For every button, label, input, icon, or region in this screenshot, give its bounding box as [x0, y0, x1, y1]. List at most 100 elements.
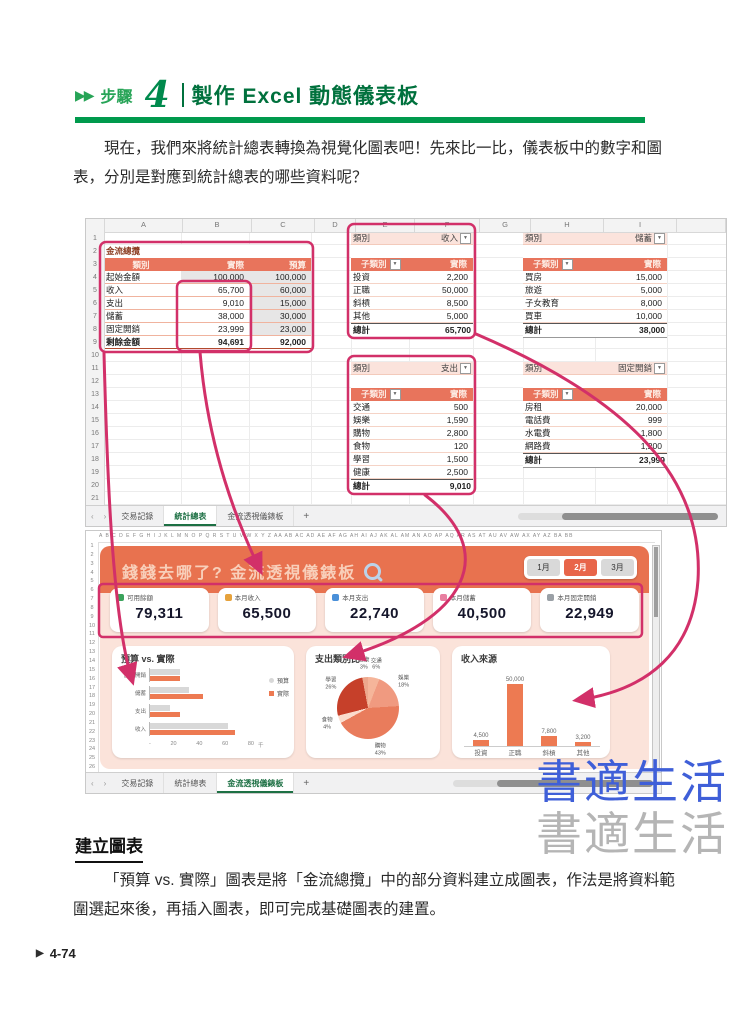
column-header[interactable]: I: [604, 219, 677, 232]
chart-title: 收入來源: [461, 654, 498, 664]
table-row: 水電費 1,800: [523, 426, 667, 440]
filter-icon[interactable]: ▼: [460, 232, 471, 244]
column-header[interactable]: D: [315, 219, 356, 232]
moneybag-icon: [224, 593, 232, 601]
sheet-tab-transactions[interactable]: 交易記錄: [111, 506, 165, 526]
table-cell: 儲蓄: [104, 309, 181, 323]
filter-icon[interactable]: ▼: [654, 232, 665, 244]
column-header[interactable]: H: [531, 219, 604, 232]
bar: [150, 687, 189, 693]
actual-header: 實際: [643, 389, 661, 399]
sheet-tab-summary[interactable]: 統計總表: [164, 506, 218, 526]
actual-header: 實際: [643, 259, 661, 269]
table-cell: 65,700: [181, 283, 249, 297]
header-rule: [75, 117, 645, 123]
row-number: 7: [93, 313, 97, 320]
sheet-tab-bar: ‹ › 交易記錄 統計總表 金流透視儀錶板 +: [86, 505, 726, 526]
column-header[interactable]: C: [252, 219, 315, 232]
tab-nav-left-icon[interactable]: ‹: [91, 778, 94, 788]
sheet-tab-dashboard[interactable]: 金流透視儀錶板: [217, 773, 295, 793]
month-button-jan[interactable]: 1月: [527, 559, 560, 576]
row-number: 18: [88, 693, 96, 700]
table-cell: 食物: [351, 439, 409, 453]
category-value: 儲蓄: [634, 233, 652, 243]
tab-nav-right-icon[interactable]: ›: [103, 778, 107, 788]
step-label: 步驟: [100, 89, 133, 106]
table-row: 電話費 999: [523, 413, 667, 427]
column-header[interactable]: E: [356, 219, 415, 232]
table-cell: 60,000: [249, 283, 311, 297]
month-button-mar[interactable]: 3月: [601, 559, 634, 576]
search-icon: [364, 562, 382, 580]
savings-pivot-table: 類別 儲蓄 ▼ 子類別 ▼ 實際 買房 15,000 旅遊 5,000 子女教育 8,000 買車…: [523, 232, 667, 338]
legend-swatch: [268, 678, 274, 683]
legend-swatch: [268, 691, 274, 696]
dashboard: 錢錢去哪了? 金流透視儀錶板 1月 2月 3月 可用餘額 79,311 本月收入…: [100, 546, 649, 769]
dropdown-icon[interactable]: ▼: [561, 389, 573, 400]
column-header[interactable]: G: [480, 219, 531, 232]
slice-percent: 43%: [374, 750, 386, 757]
sheet-tab-summary[interactable]: 統計總表: [164, 773, 218, 793]
table-cell: 5,000: [409, 309, 473, 323]
header-row: 類別 實際 預算: [104, 258, 311, 271]
row-headers[interactable]: 1 2 3 4 5 6 7 8 9 10 11 12 13 14 15 16 17 18 19 20 21: [86, 232, 105, 506]
tab-nav-left-icon[interactable]: ‹: [91, 511, 94, 521]
column-header[interactable]: B: [183, 219, 252, 232]
axis-tick: 40: [196, 741, 203, 747]
total-row: 總計 9,010: [351, 479, 473, 494]
filter-icon[interactable]: ▼: [654, 362, 665, 374]
category-label: 正職: [508, 750, 522, 757]
intro-paragraph: 現在，我們來將統計總表轉換為視覺化圖表吧！先來比一比，儀表板中的數字和圖表，分別…: [73, 140, 663, 186]
table-cell: 娛樂: [351, 413, 409, 427]
dropdown-icon[interactable]: ▼: [561, 259, 573, 270]
row-number: 7: [90, 596, 94, 603]
card-label: 本月支出: [342, 595, 369, 602]
table-cell: 旅遊: [523, 283, 595, 297]
bar: [150, 723, 228, 729]
month-button-feb[interactable]: 2月: [564, 559, 597, 576]
table-cell: 電話費: [523, 413, 595, 427]
table-row: 學習 1,500: [351, 452, 473, 466]
table-cell: 交通: [351, 401, 409, 414]
row-number: 11: [91, 365, 99, 372]
row-headers: 1 2 3 4 5 6 7 8 9 10 11 12 13 14 15 16 17 18 19 20 21 22 23 24 2…: [86, 542, 99, 773]
table-cell: 2,200: [409, 271, 473, 284]
axis-tick: -: [149, 741, 151, 747]
card-value: 65,500: [242, 605, 292, 622]
table-body: 房租 20,000 電話費 999 水電費 1,800 網路費 1,200: [523, 401, 667, 453]
table-cell: 500: [409, 401, 473, 414]
pie-label: 健康 3%: [358, 658, 369, 671]
subcategory-header: 子類別: [361, 389, 387, 399]
table-cell: 120: [409, 439, 473, 453]
row-number: 4: [93, 274, 97, 281]
dropdown-icon[interactable]: ▼: [389, 389, 401, 400]
add-sheet-button[interactable]: +: [303, 510, 310, 522]
row-number: 21: [88, 719, 96, 726]
stat-card-expense: 本月支出 22,740: [325, 588, 424, 632]
table-body: 投資 2,200 正職 50,000 斜槓 8,500 其他 5,000: [351, 271, 473, 323]
chart-title: 支出類別比: [315, 654, 361, 664]
slice-name: 交通: [370, 658, 382, 665]
category-label: 投資: [474, 750, 488, 757]
horizontal-scrollbar[interactable]: [518, 512, 718, 520]
axis-unit: 千: [258, 743, 264, 749]
fixed-expense-pivot-table: 類別 固定開銷 ▼ 子類別 ▼ 實際 房租 20,000 電話費 999 水電費 1,800 網路…: [523, 362, 667, 468]
sheet-tab-dashboard[interactable]: 金流透視儀錶板: [217, 506, 295, 526]
select-all-corner[interactable]: [86, 219, 105, 232]
filter-icon[interactable]: ▼: [460, 362, 471, 374]
subcategory-header: 子類別: [533, 389, 559, 399]
dropdown-icon[interactable]: ▼: [389, 259, 401, 270]
column-header[interactable]: F: [415, 219, 480, 232]
slice-name: 食物: [321, 717, 333, 724]
table-cell: 100,000: [181, 271, 249, 284]
horizontal-scrollbar[interactable]: [453, 779, 653, 787]
row-number: 15: [88, 666, 96, 673]
vertical-scrollbar[interactable]: [652, 545, 660, 769]
section-heading: 建立圖表: [75, 832, 143, 863]
card-value: 22,740: [350, 605, 399, 622]
column-header[interactable]: A: [105, 219, 183, 232]
tab-nav-right-icon[interactable]: ›: [103, 511, 107, 521]
add-sheet-button[interactable]: +: [303, 777, 310, 789]
bar: [507, 684, 523, 746]
sheet-tab-transactions[interactable]: 交易記錄: [111, 773, 165, 793]
